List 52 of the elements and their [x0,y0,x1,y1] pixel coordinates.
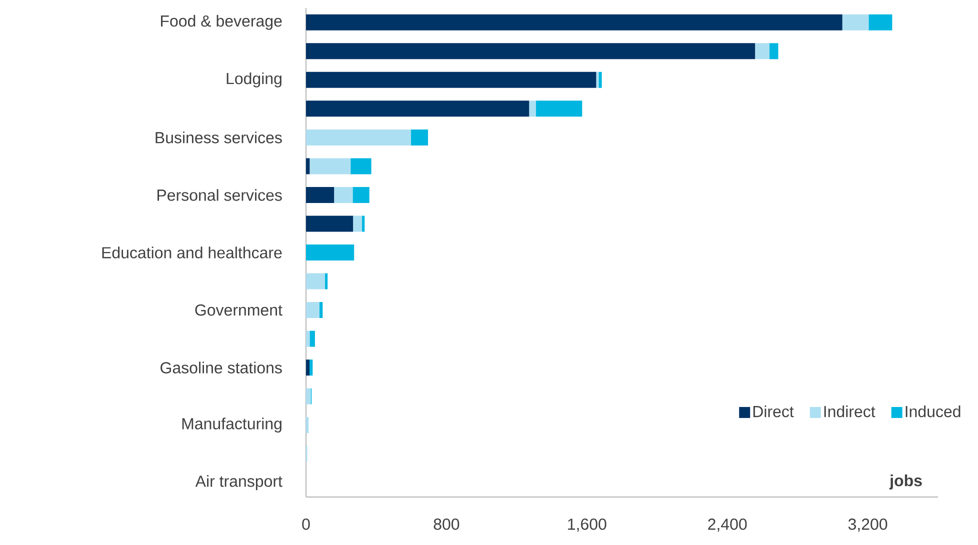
x-tick-label: 800 [434,518,460,530]
bar [868,14,892,30]
bar [306,72,596,88]
x-tick-label: 0 [302,518,310,530]
y-tick-label: Personal services [158,189,282,201]
bar [319,302,323,318]
bar [306,302,320,318]
y-tick-label: Food & beverage [161,14,282,30]
x-tick-label: 1,600 [568,518,606,532]
bar [598,72,602,88]
bar [306,158,310,174]
bar [310,330,315,347]
bar [306,43,756,60]
y-tick-label: Lodging [226,72,282,88]
bar [334,186,353,203]
bar [306,417,309,434]
bar [306,100,530,117]
bar [306,388,311,404]
bar [306,129,411,146]
bar [755,43,770,60]
y-tick-label: Business services [156,132,282,144]
bar [306,186,334,203]
bar [529,100,536,117]
bar [769,43,778,60]
y-tick-label: Air transport [195,475,282,490]
y-tick-label: Government [195,304,282,316]
bar [324,273,328,290]
legend-label: Direct [753,405,794,418]
bar [306,14,842,30]
y-tick-label: Gasoline stations [160,362,282,374]
bar [536,100,582,117]
bar [306,244,354,261]
bar [306,330,310,347]
x-tick-label: 2,400 [708,518,747,532]
bar [310,360,313,376]
legend-label: Induced [906,405,960,418]
bar [410,129,428,146]
legend-label: Indirect [824,405,876,418]
bar [842,14,869,30]
bar [310,158,351,174]
bar [306,273,325,290]
bar [362,216,365,232]
x-tick-label: 3,200 [848,518,888,532]
x-axis-title: jobs [889,474,922,490]
bar [596,72,599,88]
bar [350,158,372,174]
bar [306,216,354,232]
bar [352,186,370,203]
bar [306,360,310,376]
y-tick-label: Education and healthcare [102,246,282,258]
y-tick-label: Manufacturing [182,418,282,433]
bar [353,216,362,232]
